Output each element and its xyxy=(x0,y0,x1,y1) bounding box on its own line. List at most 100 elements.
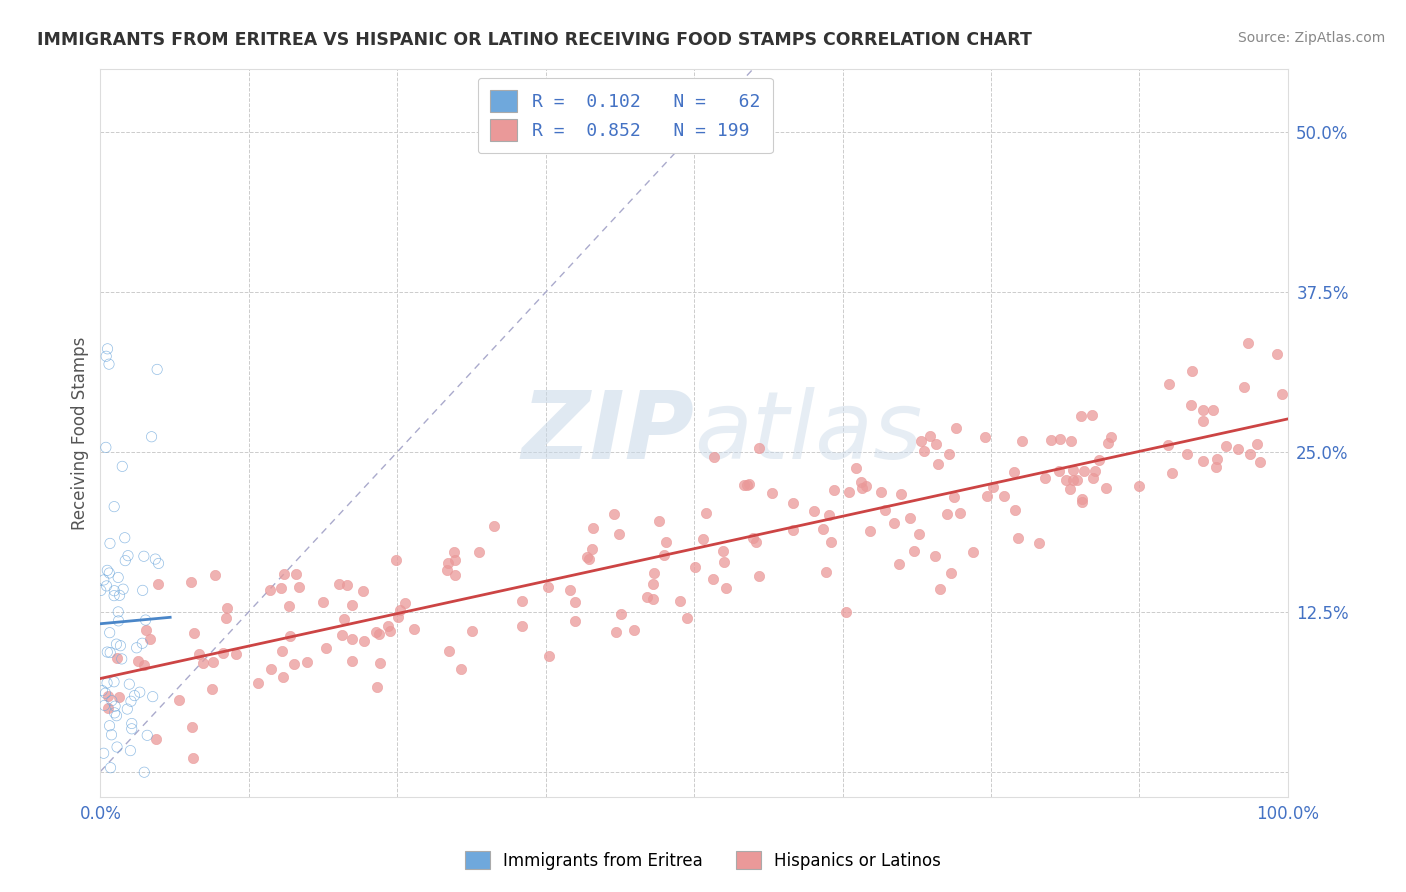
Point xyxy=(1271,386,1294,401)
Point xyxy=(1035,471,1057,485)
Point xyxy=(1160,466,1182,480)
Point xyxy=(131,583,153,598)
Point xyxy=(91,683,114,698)
Point xyxy=(1071,494,1094,508)
Point xyxy=(98,566,121,580)
Point xyxy=(108,690,131,705)
Point xyxy=(180,720,202,734)
Point xyxy=(121,722,143,736)
Point xyxy=(782,523,804,537)
Point xyxy=(1233,380,1256,394)
Point xyxy=(1011,434,1033,448)
Point xyxy=(683,559,706,574)
Point xyxy=(96,349,118,363)
Point xyxy=(1095,481,1118,495)
Point xyxy=(973,430,995,444)
Point xyxy=(745,535,768,549)
Point xyxy=(202,655,225,669)
Point xyxy=(103,500,125,514)
Point xyxy=(820,535,842,549)
Point xyxy=(945,421,967,435)
Point xyxy=(652,548,675,562)
Point xyxy=(387,610,409,624)
Point xyxy=(870,484,893,499)
Point xyxy=(1192,454,1215,468)
Point xyxy=(981,480,1004,494)
Point xyxy=(1083,471,1105,485)
Point xyxy=(823,483,845,497)
Point xyxy=(328,576,350,591)
Point xyxy=(1059,482,1081,496)
Point xyxy=(111,459,134,474)
Point xyxy=(215,611,238,625)
Point xyxy=(803,504,825,518)
Point xyxy=(695,506,717,520)
Point xyxy=(117,702,139,716)
Point xyxy=(692,532,714,546)
Point xyxy=(1265,347,1288,361)
Point xyxy=(108,588,131,602)
Point xyxy=(450,662,472,676)
Point xyxy=(283,657,305,671)
Point xyxy=(378,624,401,639)
Point xyxy=(1081,409,1104,423)
Point xyxy=(125,640,148,655)
Point xyxy=(939,566,962,580)
Point xyxy=(280,629,302,643)
Point xyxy=(114,531,136,545)
Point xyxy=(101,693,124,707)
Point xyxy=(845,461,868,475)
Point xyxy=(558,582,581,597)
Point xyxy=(148,557,170,571)
Point xyxy=(105,739,128,754)
Point xyxy=(607,526,630,541)
Point xyxy=(1181,364,1204,378)
Point xyxy=(641,592,664,607)
Point xyxy=(117,549,139,563)
Point xyxy=(702,572,724,586)
Point xyxy=(782,496,804,510)
Point xyxy=(247,676,270,690)
Point xyxy=(368,656,391,670)
Point xyxy=(1049,433,1071,447)
Point xyxy=(385,553,408,567)
Point xyxy=(1004,503,1026,517)
Point xyxy=(1047,464,1070,478)
Point xyxy=(838,484,860,499)
Point xyxy=(204,567,226,582)
Point xyxy=(1177,447,1199,461)
Point xyxy=(180,575,202,590)
Point xyxy=(330,628,353,642)
Point xyxy=(103,706,125,720)
Point xyxy=(191,657,214,671)
Point xyxy=(121,716,143,731)
Point xyxy=(105,651,128,665)
Point xyxy=(484,519,506,533)
Point xyxy=(1128,479,1150,493)
Point xyxy=(183,626,205,640)
Point xyxy=(145,732,167,747)
Point xyxy=(146,362,169,376)
Point xyxy=(738,477,761,491)
Point xyxy=(111,652,134,666)
Point xyxy=(603,507,626,521)
Point xyxy=(353,584,375,599)
Point xyxy=(976,489,998,503)
Point xyxy=(875,503,897,517)
Point xyxy=(215,601,238,615)
Point xyxy=(340,599,363,613)
Point xyxy=(903,544,925,558)
Point xyxy=(1070,409,1092,423)
Point xyxy=(748,441,770,455)
Point xyxy=(141,430,163,444)
Point xyxy=(647,514,669,528)
Point xyxy=(993,489,1015,503)
Point xyxy=(377,618,399,632)
Point xyxy=(938,447,960,461)
Point xyxy=(148,577,170,591)
Legend: Immigrants from Eritrea, Hispanics or Latinos: Immigrants from Eritrea, Hispanics or La… xyxy=(458,845,948,877)
Point xyxy=(270,581,292,595)
Point xyxy=(711,543,734,558)
Point xyxy=(96,563,118,577)
Point xyxy=(107,570,129,584)
